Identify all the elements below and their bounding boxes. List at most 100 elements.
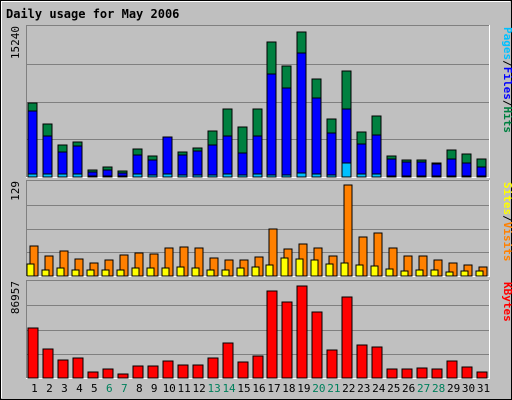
bar-pages-day-11 bbox=[177, 174, 188, 178]
bar-kbytes-day-21 bbox=[326, 349, 338, 379]
bar-kbytes-day-20 bbox=[311, 311, 323, 379]
x-tick-label: 28 bbox=[432, 382, 445, 395]
x-tick-label: 18 bbox=[282, 382, 295, 395]
x-tick-label: 16 bbox=[252, 382, 265, 395]
bar-sites-day-4 bbox=[71, 269, 80, 277]
bar-pages-day-17 bbox=[266, 174, 277, 178]
bar-kbytes-day-31 bbox=[476, 371, 488, 379]
legend-entry-hits: Hits bbox=[501, 107, 512, 134]
x-tick-label: 25 bbox=[387, 382, 400, 395]
bar-sites-day-15 bbox=[236, 267, 245, 277]
bar-pages-day-14 bbox=[222, 173, 233, 178]
bar-pages-day-9 bbox=[147, 174, 158, 178]
bar-files-day-28 bbox=[431, 163, 442, 178]
legend-separator: / bbox=[501, 215, 512, 222]
legend-entry-sites: Sites bbox=[501, 182, 512, 215]
bar-pages-day-15 bbox=[237, 174, 248, 178]
bar-files-day-21 bbox=[326, 132, 337, 178]
bar-sites-day-16 bbox=[251, 266, 260, 277]
x-tick-label: 19 bbox=[297, 382, 310, 395]
bar-kbytes-day-17 bbox=[266, 290, 278, 379]
bar-files-day-10 bbox=[162, 136, 173, 178]
bar-kbytes-day-1 bbox=[27, 327, 39, 379]
bar-kbytes-day-19 bbox=[296, 285, 308, 379]
x-tick-label: 1 bbox=[31, 382, 38, 395]
bar-sites-day-20 bbox=[310, 259, 319, 277]
bar-pages-day-30 bbox=[461, 175, 472, 178]
bar-kbytes-day-15 bbox=[237, 361, 249, 379]
bar-kbytes-day-4 bbox=[72, 357, 84, 379]
max-value-label-bottom: 86957 bbox=[9, 281, 22, 314]
x-tick-label: 6 bbox=[106, 382, 113, 395]
panel-middle: 129 Sites/Visits bbox=[9, 180, 512, 277]
x-tick-label: 29 bbox=[447, 382, 460, 395]
bar-sites-day-26 bbox=[400, 270, 409, 277]
bar-kbytes-day-5 bbox=[87, 371, 99, 379]
series-files bbox=[27, 52, 487, 178]
bar-files-day-20 bbox=[311, 97, 322, 178]
x-tick-label: 7 bbox=[121, 382, 128, 395]
bar-kbytes-day-16 bbox=[252, 355, 264, 379]
bar-files-day-26 bbox=[401, 161, 412, 178]
bar-sites-day-30 bbox=[460, 270, 469, 277]
bar-pages-day-7 bbox=[117, 175, 128, 178]
x-tick-label: 8 bbox=[136, 382, 143, 395]
bar-pages-day-8 bbox=[132, 173, 143, 178]
legend-entry-visits: Visits bbox=[501, 222, 512, 262]
bar-kbytes-day-18 bbox=[281, 301, 293, 379]
bar-sites-day-2 bbox=[41, 269, 50, 277]
bar-pages-day-31 bbox=[476, 175, 487, 178]
x-tick-label: 14 bbox=[222, 382, 236, 395]
bar-sites-day-7 bbox=[116, 269, 125, 277]
bar-kbytes-day-27 bbox=[416, 367, 428, 379]
bar-pages-day-22 bbox=[341, 162, 352, 178]
x-tick-label: 30 bbox=[462, 382, 475, 395]
x-tick-label: 27 bbox=[417, 382, 430, 395]
bar-sites-day-8 bbox=[131, 267, 140, 277]
bar-files-day-12 bbox=[192, 150, 203, 178]
bar-sites-day-27 bbox=[415, 269, 424, 277]
x-tick-label: 13 bbox=[207, 382, 220, 395]
bar-sites-day-10 bbox=[161, 267, 170, 277]
bar-pages-day-16 bbox=[252, 173, 263, 178]
x-tick-label: 5 bbox=[91, 382, 98, 395]
bar-sites-day-25 bbox=[385, 268, 394, 277]
bar-sites-day-18 bbox=[280, 257, 289, 277]
bar-sites-day-11 bbox=[176, 266, 185, 277]
bar-pages-day-27 bbox=[416, 175, 427, 178]
bar-kbytes-day-3 bbox=[57, 359, 69, 379]
bar-sites-day-14 bbox=[221, 269, 230, 277]
bar-kbytes-day-30 bbox=[461, 366, 473, 379]
series-pages bbox=[27, 162, 487, 178]
bar-kbytes-day-13 bbox=[207, 357, 219, 379]
bar-files-day-18 bbox=[281, 87, 292, 178]
bar-pages-day-6 bbox=[102, 175, 113, 178]
bar-sites-day-31 bbox=[475, 270, 484, 277]
bar-pages-day-24 bbox=[371, 173, 382, 178]
bar-kbytes-day-29 bbox=[446, 360, 458, 379]
legend-top: Pages/Files/Hits bbox=[501, 27, 512, 133]
bar-pages-day-5 bbox=[87, 175, 98, 178]
bar-kbytes-day-26 bbox=[401, 368, 413, 379]
bar-kbytes-day-10 bbox=[162, 360, 174, 379]
x-tick-label: 12 bbox=[193, 382, 206, 395]
bar-pages-day-19 bbox=[296, 172, 307, 178]
x-tick-label: 26 bbox=[402, 382, 415, 395]
bar-kbytes-day-28 bbox=[431, 368, 443, 379]
bar-pages-day-12 bbox=[192, 174, 203, 178]
x-tick-label: 23 bbox=[357, 382, 370, 395]
x-tick-label: 22 bbox=[342, 382, 355, 395]
max-value-label-middle: 129 bbox=[9, 181, 22, 201]
legend-bottom: KBytes bbox=[501, 282, 512, 322]
bar-kbytes-day-7 bbox=[117, 373, 129, 379]
bar-kbytes-day-22 bbox=[341, 296, 353, 379]
bar-sites-day-19 bbox=[295, 258, 304, 277]
chart-panels: 15240 Pages/Files/Hits 129 Sites/Visits 8695… bbox=[9, 25, 512, 379]
bar-pages-day-2 bbox=[42, 173, 53, 178]
bar-sites-day-9 bbox=[146, 267, 155, 277]
max-value-label-top: 15240 bbox=[9, 26, 22, 59]
bar-files-day-3 bbox=[57, 151, 68, 178]
bar-sites-day-13 bbox=[206, 269, 215, 277]
bar-files-day-14 bbox=[222, 135, 233, 178]
bar-sites-day-17 bbox=[265, 264, 274, 277]
